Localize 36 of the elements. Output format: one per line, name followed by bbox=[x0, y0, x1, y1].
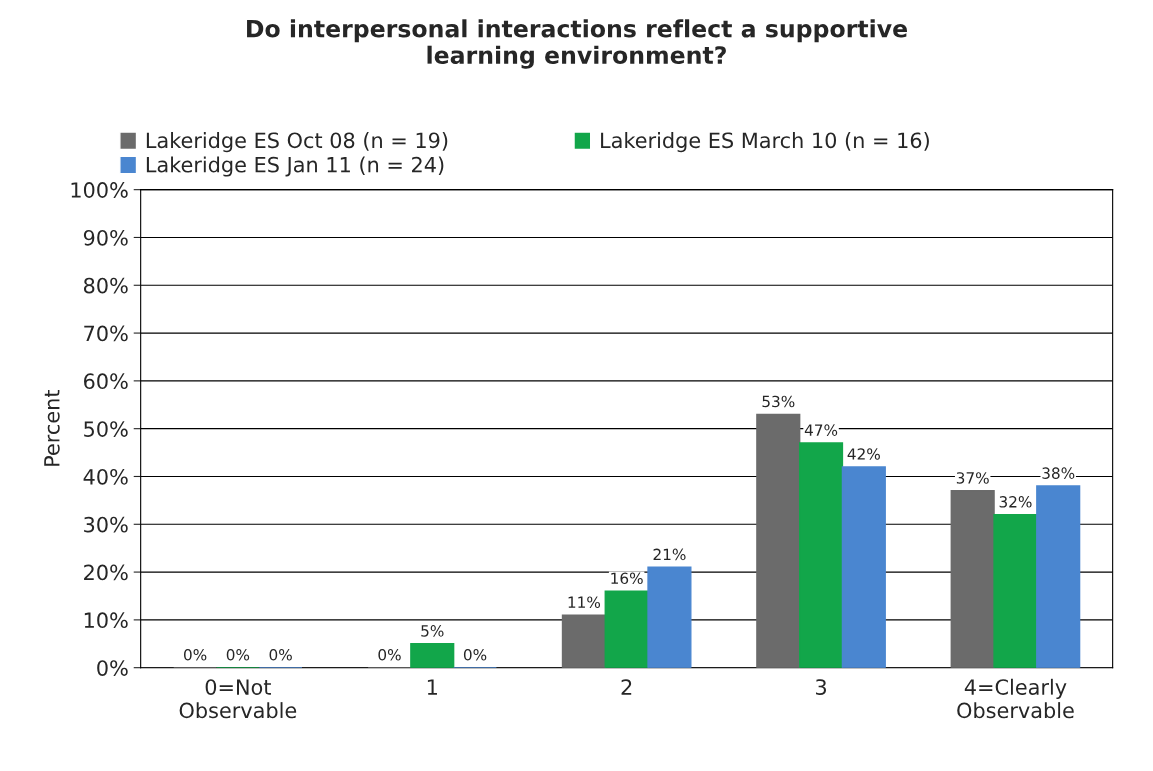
y-tick-label: 50% bbox=[84, 421, 128, 437]
data-label: 16% bbox=[611, 572, 643, 585]
legend-label: Lakeridge ES Jan 11 (n = 24) bbox=[146, 156, 444, 177]
legend-label: Lakeridge ES March 10 (n = 16) bbox=[601, 132, 929, 153]
y-tick-label: 20% bbox=[84, 564, 128, 581]
y-tick-label: 0% bbox=[97, 660, 128, 676]
x-tick-label: 2 bbox=[621, 679, 632, 695]
data-label: 11% bbox=[568, 596, 601, 608]
y-tick-label: 60% bbox=[84, 373, 128, 390]
y-tick-label: 40% bbox=[83, 468, 128, 485]
data-label: 32% bbox=[999, 496, 1032, 508]
y-axis-title: Percent bbox=[44, 389, 60, 466]
y-tick-label: 10% bbox=[84, 612, 128, 629]
data-label: 21% bbox=[653, 548, 686, 561]
data-label: 5% bbox=[421, 625, 444, 637]
data-label: 37% bbox=[956, 472, 989, 484]
y-tick-label: 70% bbox=[84, 325, 128, 342]
y-tick-label: 30% bbox=[84, 516, 128, 533]
y-tick-label: 100% bbox=[71, 182, 128, 198]
data-label: 0% bbox=[226, 649, 250, 661]
chart-title: Do interpersonal interactions reflect a supportive learning environment? bbox=[247, 19, 907, 69]
data-label: 0% bbox=[378, 649, 401, 661]
data-label: 0% bbox=[269, 649, 292, 661]
y-tick-label: 80% bbox=[83, 277, 128, 294]
x-tick-label: 0=Not Observable bbox=[179, 679, 297, 719]
y-tick-label: 90% bbox=[83, 229, 128, 246]
data-label: 47% bbox=[804, 424, 838, 436]
data-label: 38% bbox=[1042, 467, 1075, 479]
data-label: 53% bbox=[762, 395, 795, 408]
x-tick-label: 1 bbox=[427, 679, 437, 695]
data-label: 42% bbox=[847, 448, 880, 460]
x-tick-label: 4=Clearly Observable bbox=[957, 678, 1074, 719]
x-tick-label: 3 bbox=[816, 679, 827, 695]
data-label: 0% bbox=[463, 649, 487, 661]
data-label: 0% bbox=[183, 649, 207, 661]
legend-label: Lakeridge ES Oct 08 (n = 19) bbox=[146, 132, 448, 153]
